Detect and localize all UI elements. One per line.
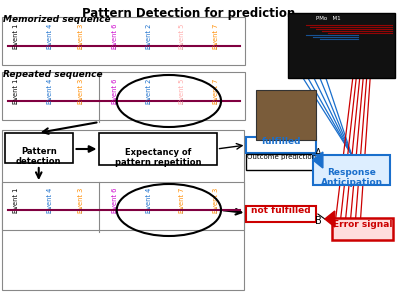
Text: Event 5: Event 5	[179, 79, 185, 104]
Bar	[288, 13, 395, 78]
Text: A: A	[314, 148, 321, 158]
Text: Event 3: Event 3	[78, 188, 84, 213]
Text: Event 7: Event 7	[179, 188, 185, 213]
Bar	[2, 182, 244, 230]
Text: Error signal: Error signal	[333, 220, 392, 229]
Bar	[99, 133, 216, 165]
Text: Pattern Detection for prediction: Pattern Detection for prediction	[82, 7, 295, 20]
Text: Memorized sequence: Memorized sequence	[3, 15, 111, 24]
Bar	[5, 133, 72, 163]
Text: Event 3: Event 3	[212, 188, 218, 213]
Text: Event 6: Event 6	[112, 188, 118, 213]
Text: Expectancy of
pattern repetition: Expectancy of pattern repetition	[115, 148, 201, 167]
Text: Event 5: Event 5	[179, 24, 185, 50]
Text: not fulfilled: not fulfilled	[251, 206, 311, 215]
Text: Event 4: Event 4	[146, 188, 152, 213]
Text: PMo   M1: PMo M1	[316, 16, 340, 21]
Text: Event 6: Event 6	[112, 79, 118, 104]
Text: Event 2: Event 2	[146, 79, 152, 104]
Bar	[332, 218, 394, 240]
Text: Event 2: Event 2	[146, 24, 152, 50]
Text: Event 1: Event 1	[13, 79, 19, 104]
Text: Event 3: Event 3	[78, 79, 84, 104]
Text: Pattern
detection: Pattern detection	[16, 147, 62, 166]
Text: fulfilled: fulfilled	[261, 137, 301, 146]
Text: Event 4: Event 4	[47, 24, 53, 50]
Bar	[246, 154, 316, 170]
Bar	[256, 90, 316, 140]
Bar	[246, 137, 316, 153]
Bar	[2, 130, 244, 290]
Text: Event 4: Event 4	[47, 79, 53, 104]
Text: Event 1: Event 1	[13, 24, 19, 49]
Text: Outcome prediction: Outcome prediction	[246, 154, 316, 160]
Polygon shape	[313, 152, 323, 168]
Bar	[313, 155, 390, 185]
Text: Event 4: Event 4	[47, 188, 53, 213]
Bar	[2, 17, 245, 65]
Text: Repeated sequence: Repeated sequence	[3, 70, 103, 79]
Text: Event 7: Event 7	[212, 79, 218, 104]
Bar	[246, 206, 316, 222]
Bar	[2, 72, 245, 120]
Text: Event 6: Event 6	[112, 24, 118, 50]
Text: B: B	[314, 216, 321, 226]
Text: Event 1: Event 1	[13, 188, 19, 213]
Text: Event 7: Event 7	[212, 24, 218, 50]
Text: Response
Anticipation: Response Anticipation	[321, 168, 383, 188]
Polygon shape	[325, 211, 335, 227]
Text: Event 3: Event 3	[78, 24, 84, 49]
